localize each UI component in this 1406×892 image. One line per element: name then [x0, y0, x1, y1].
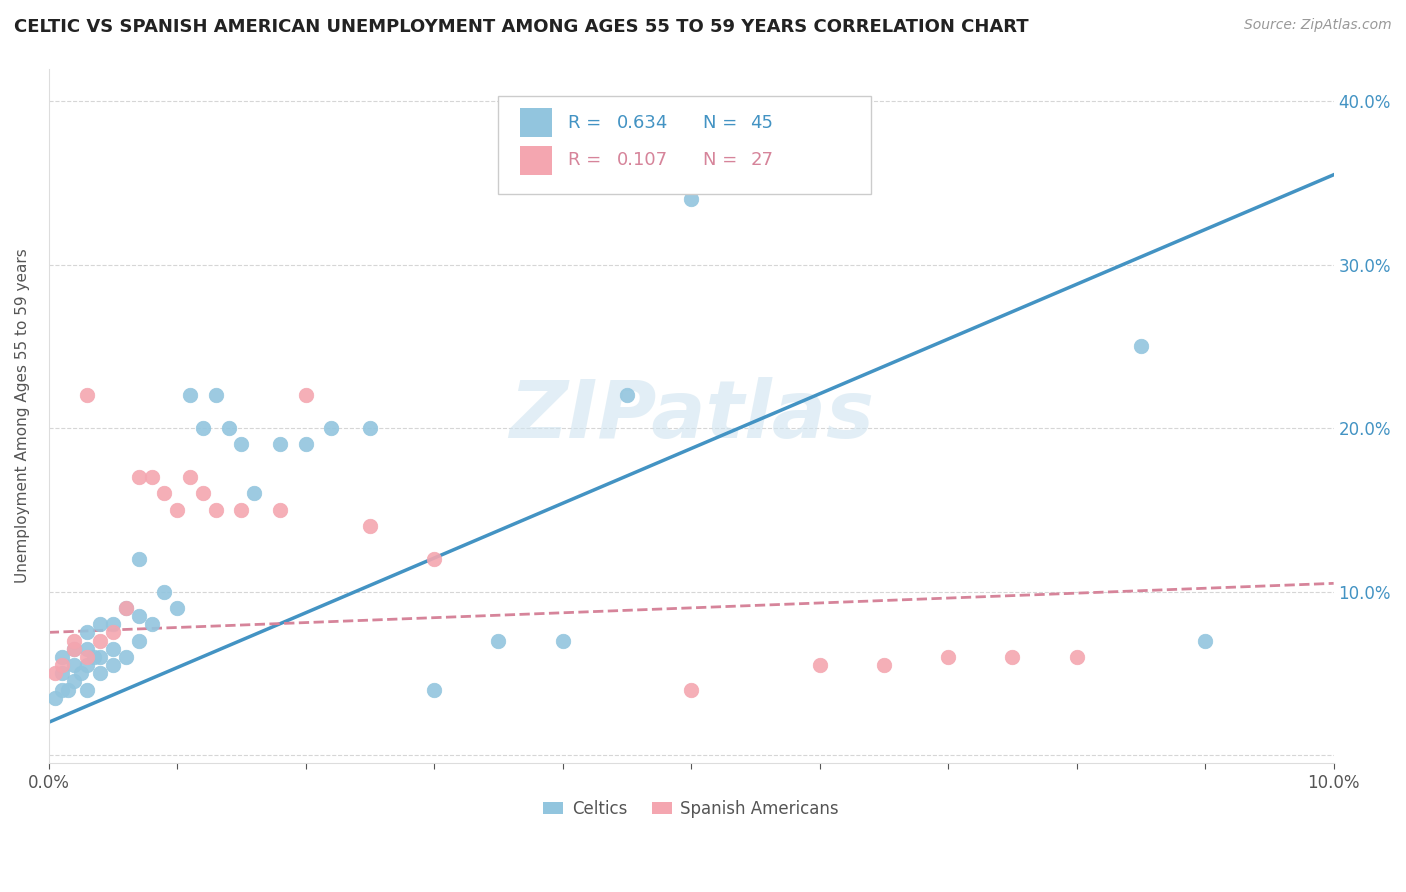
Point: [51, 682, 73, 697]
Point: [44, 666, 66, 681]
Point: [218, 421, 240, 435]
Point: [141, 470, 163, 484]
Text: CELTIC VS SPANISH AMERICAN UNEMPLOYMENT AMONG AGES 55 TO 59 YEARS CORRELATION CH: CELTIC VS SPANISH AMERICAN UNEMPLOYMENT …: [14, 18, 1029, 36]
Point: [101, 617, 124, 632]
Point: [231, 437, 253, 451]
Point: [808, 658, 831, 673]
Text: 0.107: 0.107: [617, 152, 668, 169]
Point: [70, 666, 93, 681]
Text: 0.634: 0.634: [617, 113, 668, 132]
Point: [101, 658, 124, 673]
Point: [115, 600, 138, 615]
Point: [76, 658, 98, 673]
Point: [936, 649, 959, 664]
Point: [1194, 633, 1216, 648]
Point: [681, 192, 703, 206]
Point: [204, 503, 226, 517]
Point: [616, 388, 638, 402]
Point: [204, 388, 226, 402]
Point: [153, 584, 176, 599]
Point: [63, 641, 86, 656]
Text: R =: R =: [568, 152, 607, 169]
Bar: [520, 145, 553, 175]
Point: [1066, 649, 1088, 664]
Text: Source: ZipAtlas.com: Source: ZipAtlas.com: [1244, 18, 1392, 32]
Point: [89, 649, 111, 664]
Point: [1129, 339, 1152, 353]
Legend: Celtics, Spanish Americans: Celtics, Spanish Americans: [537, 793, 845, 824]
Point: [294, 388, 316, 402]
Point: [76, 641, 98, 656]
Point: [166, 600, 188, 615]
Y-axis label: Unemployment Among Ages 55 to 59 years: Unemployment Among Ages 55 to 59 years: [15, 249, 30, 583]
Point: [44, 690, 66, 705]
FancyBboxPatch shape: [499, 96, 872, 194]
Point: [269, 503, 291, 517]
Point: [101, 625, 124, 640]
Point: [166, 503, 188, 517]
Point: [191, 421, 214, 435]
Text: N =: N =: [703, 152, 742, 169]
Point: [321, 421, 343, 435]
Point: [128, 470, 150, 484]
Point: [873, 658, 896, 673]
Point: [51, 658, 73, 673]
Point: [269, 437, 291, 451]
Point: [89, 633, 111, 648]
Point: [294, 437, 316, 451]
Point: [76, 388, 98, 402]
Point: [681, 682, 703, 697]
Point: [115, 600, 138, 615]
Point: [63, 633, 86, 648]
Point: [141, 617, 163, 632]
Point: [179, 388, 201, 402]
Point: [63, 658, 86, 673]
Point: [423, 551, 446, 566]
Point: [89, 617, 111, 632]
Point: [128, 633, 150, 648]
Point: [128, 551, 150, 566]
Point: [89, 666, 111, 681]
Bar: [520, 108, 553, 137]
Point: [76, 625, 98, 640]
Point: [488, 633, 510, 648]
Point: [179, 470, 201, 484]
Point: [56, 682, 79, 697]
Text: R =: R =: [568, 113, 607, 132]
Text: ZIPatlas: ZIPatlas: [509, 376, 873, 455]
Point: [63, 641, 86, 656]
Point: [243, 486, 266, 500]
Point: [359, 519, 381, 533]
Point: [359, 421, 381, 435]
Point: [51, 666, 73, 681]
Point: [1001, 649, 1024, 664]
Point: [101, 641, 124, 656]
Point: [423, 682, 446, 697]
Text: N =: N =: [703, 113, 742, 132]
Point: [76, 682, 98, 697]
Point: [51, 649, 73, 664]
Point: [231, 503, 253, 517]
Text: 27: 27: [751, 152, 773, 169]
Point: [153, 486, 176, 500]
Point: [128, 609, 150, 624]
Point: [83, 649, 105, 664]
Point: [76, 649, 98, 664]
Point: [191, 486, 214, 500]
Point: [115, 649, 138, 664]
Point: [551, 633, 574, 648]
Point: [63, 674, 86, 689]
Text: 45: 45: [751, 113, 773, 132]
